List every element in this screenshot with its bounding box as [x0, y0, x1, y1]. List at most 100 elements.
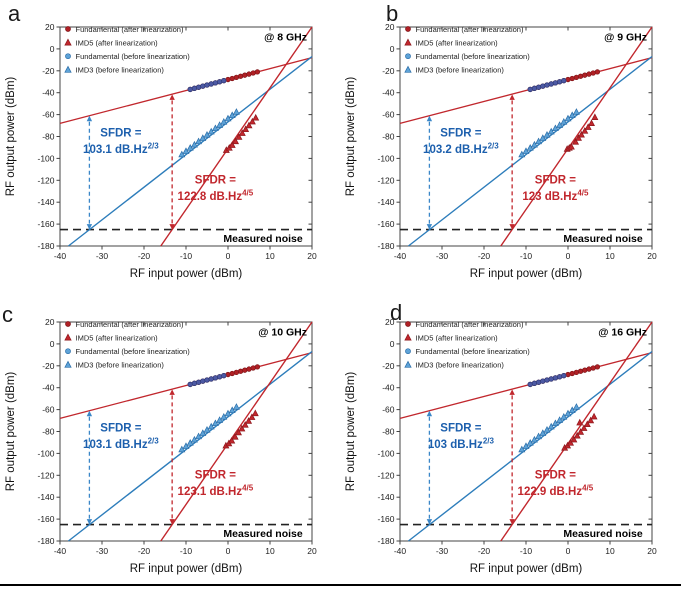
- svg-text:-160: -160: [377, 219, 394, 229]
- sfdr-arrow-before: [426, 410, 433, 525]
- y-axis-label: RF output power (dBm): [345, 372, 357, 492]
- svg-text:IMD3 (before linearization): IMD3 (before linearization): [76, 361, 165, 370]
- imd5-fit: [160, 26, 313, 247]
- svg-text:-100: -100: [377, 448, 394, 458]
- svg-text:-10: -10: [520, 546, 533, 556]
- panel-d: d -40 -30 -20 -10 0 10 20 20 0 -20 -40 -60 -80 -100 -1…: [340, 295, 681, 590]
- svg-text:0: 0: [50, 44, 55, 54]
- svg-text:-10: -10: [520, 251, 533, 261]
- svg-text:Fundamental (before linearizat: Fundamental (before linearization): [76, 52, 191, 61]
- svg-text:-20: -20: [42, 66, 55, 76]
- frequency-label: @ 9 GHz: [604, 32, 647, 44]
- svg-text:0: 0: [50, 339, 55, 349]
- svg-text:-30: -30: [96, 546, 109, 556]
- svg-text:-180: -180: [377, 241, 394, 251]
- noise-label: Measured noise: [563, 233, 643, 245]
- svg-text:-20: -20: [382, 66, 395, 76]
- series-imd5-after-linearization-: [222, 409, 259, 449]
- sfdr-after-label: SFDR = 122.9 dB.Hz4/5: [518, 470, 594, 498]
- bottom-rule: [0, 584, 681, 586]
- sfdr-before-label: SFDR =103.2 dB.Hz2/3: [423, 128, 499, 156]
- svg-text:-40: -40: [54, 251, 67, 261]
- tick-labels: -40 -30 -20 -10 0 10 20200-20-40-60-80-100-120…: [377, 317, 657, 556]
- sfdr-after-label: SFDR = 123.1 dB.Hz4/5: [178, 470, 254, 498]
- svg-text:IMD5 (after linearization): IMD5 (after linearization): [76, 333, 159, 342]
- svg-text:-40: -40: [382, 88, 395, 98]
- svg-text:Fundamental (before linearizat: Fundamental (before linearization): [76, 347, 191, 356]
- sfdr-after-label: SFDR = 122.8 dB.Hz4/5: [178, 175, 254, 203]
- series-fundamental-before-linearization-: [527, 78, 567, 93]
- tick-labels: -40 -30 -20 -10 0 10 20200-20-40-60-80-100-120…: [37, 317, 317, 556]
- svg-text:0: 0: [226, 251, 231, 261]
- svg-text:SFDR =: SFDR =: [535, 470, 577, 482]
- sfdr-arrow-before: [86, 410, 93, 525]
- svg-text:122.8 dB.Hz4/5: 122.8 dB.Hz4/5: [178, 189, 254, 204]
- svg-text:-160: -160: [377, 514, 394, 524]
- svg-text:-10: -10: [180, 251, 193, 261]
- series-fundamental-before-linearization-: [187, 373, 227, 388]
- tick-labels: -40 -30 -20 -10 0 10 20200-20-40-60-80-100-120…: [37, 22, 317, 261]
- sfdr-arrow-after: [169, 94, 175, 230]
- svg-text:-120: -120: [37, 175, 54, 185]
- series-imd3-before-linearization-: [178, 108, 240, 158]
- svg-text:103.1 dB.Hz2/3: 103.1 dB.Hz2/3: [83, 436, 159, 451]
- svg-text:-30: -30: [436, 546, 449, 556]
- svg-text:-20: -20: [138, 546, 151, 556]
- svg-text:-100: -100: [37, 153, 54, 163]
- svg-text:-120: -120: [377, 175, 394, 185]
- x-axis-label: RF input power (dBm): [470, 563, 583, 575]
- panel-letter-c: c: [2, 302, 13, 327]
- svg-text:10: 10: [265, 546, 275, 556]
- svg-text:-30: -30: [96, 251, 109, 261]
- x-axis-label: RF input power (dBm): [470, 268, 583, 280]
- svg-text:-100: -100: [37, 448, 54, 458]
- svg-text:-100: -100: [377, 153, 394, 163]
- ticks: [396, 26, 653, 250]
- svg-text:IMD5 (after linearization): IMD5 (after linearization): [416, 38, 499, 47]
- svg-text:SFDR =: SFDR =: [440, 423, 482, 435]
- svg-text:-60: -60: [42, 110, 55, 120]
- svg-text:-60: -60: [42, 405, 55, 415]
- svg-text:-30: -30: [436, 251, 449, 261]
- panel-letter-a: a: [8, 1, 21, 26]
- series-imd5-after-linearization-: [222, 113, 260, 153]
- legend: Fundamental (after linearization) IMD5 (a…: [404, 320, 530, 370]
- svg-text:SFDR =: SFDR =: [195, 175, 237, 187]
- svg-text:-40: -40: [42, 88, 55, 98]
- imd3-fit: [407, 351, 653, 542]
- svg-text:SFDR =: SFDR =: [100, 128, 142, 140]
- svg-text:123.1 dB.Hz4/5: 123.1 dB.Hz4/5: [178, 484, 254, 499]
- imd5-fit: [160, 321, 313, 542]
- imd3-fit: [67, 56, 313, 247]
- svg-text:-20: -20: [478, 546, 491, 556]
- svg-text:-180: -180: [377, 536, 394, 546]
- svg-text:-40: -40: [54, 546, 67, 556]
- svg-text:Fundamental (after linearizati: Fundamental (after linearization): [76, 25, 184, 34]
- ticks: [56, 26, 313, 250]
- svg-text:-40: -40: [42, 383, 55, 393]
- fit-lines: [59, 26, 313, 247]
- sfdr-before-label: SFDR =103.1 dB.Hz2/3: [83, 423, 159, 451]
- sfdr-arrow-before: [86, 115, 93, 230]
- series-imd3-before-linearization-: [518, 108, 580, 158]
- panel-a: a -40 -30 -20 -10 0 10 20 20 0 -20 -40 -60 -80 -100 -1…: [0, 0, 340, 295]
- series-imd3-before-linearization-: [178, 403, 240, 453]
- svg-text:IMD3 (before linearization): IMD3 (before linearization): [416, 66, 505, 75]
- sfdr-arrow-after: [169, 389, 175, 525]
- svg-text:-140: -140: [37, 492, 54, 502]
- panel-letter-d: d: [390, 300, 403, 325]
- svg-text:Fundamental (before linearizat: Fundamental (before linearization): [416, 52, 531, 61]
- sfdr-before-label: SFDR =103.1 dB.Hz2/3: [83, 128, 159, 156]
- imd3-fit: [67, 351, 313, 542]
- chart-b: -40 -30 -20 -10 0 10 20200-20-40-60-80-100-120…: [345, 22, 657, 280]
- series-imd5-after-linearization-: [561, 412, 598, 451]
- svg-text:SFDR =: SFDR =: [100, 423, 142, 435]
- svg-text:20: 20: [307, 251, 317, 261]
- svg-text:-80: -80: [42, 132, 55, 142]
- svg-text:-60: -60: [382, 110, 395, 120]
- svg-text:Fundamental (after linearizati: Fundamental (after linearization): [76, 320, 184, 329]
- svg-text:123 dB.Hz4/5: 123 dB.Hz4/5: [522, 189, 589, 204]
- svg-text:122.9 dB.Hz4/5: 122.9 dB.Hz4/5: [518, 484, 594, 499]
- svg-text:-80: -80: [382, 427, 395, 437]
